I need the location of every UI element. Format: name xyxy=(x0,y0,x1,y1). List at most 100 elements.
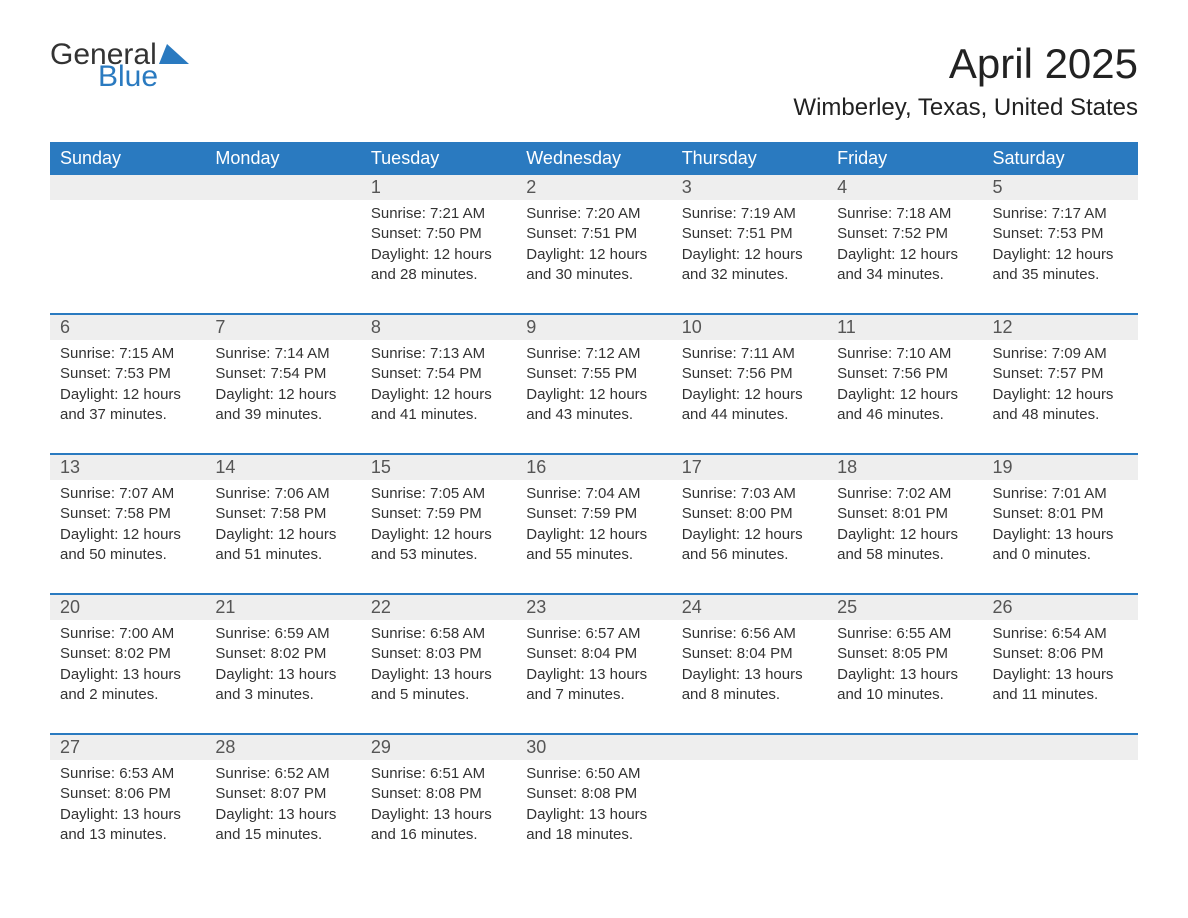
sunrise-label: Sunrise: xyxy=(526,625,585,642)
sunset-label: Sunset: xyxy=(837,645,892,662)
sunrise-value: 7:19 AM xyxy=(741,205,796,222)
sunrise-line: Sunrise: 7:12 AM xyxy=(526,344,661,364)
day-data-cell: Sunrise: 6:58 AMSunset: 8:03 PMDaylight:… xyxy=(361,620,516,733)
location-subtitle: Wimberley, Texas, United States xyxy=(793,94,1138,122)
sunrise-value: 7:04 AM xyxy=(585,485,640,502)
daylight-label: Daylight: xyxy=(371,386,434,403)
day-data-cell xyxy=(983,760,1138,873)
sunset-value: 8:02 PM xyxy=(115,645,171,662)
day-data-cell xyxy=(827,760,982,873)
day-header: Saturday xyxy=(983,142,1138,175)
sunset-value: 8:08 PM xyxy=(426,785,482,802)
sunrise-label: Sunrise: xyxy=(60,345,119,362)
day-number-row: 13141516171819 xyxy=(50,455,1138,480)
sunset-label: Sunset: xyxy=(526,505,581,522)
sunrise-label: Sunrise: xyxy=(215,345,274,362)
sunrise-value: 7:15 AM xyxy=(119,345,174,362)
logo: General Blue xyxy=(50,40,189,92)
sunset-line: Sunset: 7:53 PM xyxy=(60,364,195,384)
day-data-cell: Sunrise: 6:55 AMSunset: 8:05 PMDaylight:… xyxy=(827,620,982,733)
daylight-label: Daylight: xyxy=(837,246,900,263)
sunset-label: Sunset: xyxy=(60,645,115,662)
sunrise-line: Sunrise: 7:17 AM xyxy=(993,204,1128,224)
sunset-line: Sunset: 8:07 PM xyxy=(215,784,350,804)
day-number-cell: 14 xyxy=(205,455,360,480)
sunrise-label: Sunrise: xyxy=(526,345,585,362)
sunrise-label: Sunrise: xyxy=(215,485,274,502)
sunset-line: Sunset: 8:05 PM xyxy=(837,644,972,664)
sunrise-value: 7:20 AM xyxy=(585,205,640,222)
sunrise-value: 7:10 AM xyxy=(896,345,951,362)
sunset-label: Sunset: xyxy=(371,225,426,242)
day-data-cell: Sunrise: 6:56 AMSunset: 8:04 PMDaylight:… xyxy=(672,620,827,733)
sunset-line: Sunset: 7:54 PM xyxy=(371,364,506,384)
sunset-value: 8:01 PM xyxy=(1048,505,1104,522)
daylight-label: Daylight: xyxy=(526,386,589,403)
sunset-label: Sunset: xyxy=(60,785,115,802)
sunrise-label: Sunrise: xyxy=(837,345,896,362)
sunset-label: Sunset: xyxy=(682,505,737,522)
sunset-label: Sunset: xyxy=(526,785,581,802)
daylight-line: Daylight: 13 hours and 15 minutes. xyxy=(215,805,350,846)
day-data-cell: Sunrise: 7:03 AMSunset: 8:00 PMDaylight:… xyxy=(672,480,827,593)
day-data-cell: Sunrise: 6:53 AMSunset: 8:06 PMDaylight:… xyxy=(50,760,205,873)
sunrise-label: Sunrise: xyxy=(837,485,896,502)
day-data-cell: Sunrise: 7:01 AMSunset: 8:01 PMDaylight:… xyxy=(983,480,1138,593)
sunrise-line: Sunrise: 6:59 AM xyxy=(215,624,350,644)
sunrise-line: Sunrise: 6:51 AM xyxy=(371,764,506,784)
day-data-cell: Sunrise: 7:04 AMSunset: 7:59 PMDaylight:… xyxy=(516,480,671,593)
sunrise-line: Sunrise: 7:13 AM xyxy=(371,344,506,364)
sunset-label: Sunset: xyxy=(215,785,270,802)
day-number-cell xyxy=(827,735,982,760)
day-number-cell: 24 xyxy=(672,595,827,620)
sunrise-line: Sunrise: 7:05 AM xyxy=(371,484,506,504)
day-data-cell: Sunrise: 7:05 AMSunset: 7:59 PMDaylight:… xyxy=(361,480,516,593)
sunset-label: Sunset: xyxy=(60,365,115,382)
sunset-line: Sunset: 7:56 PM xyxy=(682,364,817,384)
sunset-label: Sunset: xyxy=(993,505,1048,522)
daylight-line: Daylight: 13 hours and 10 minutes. xyxy=(837,665,972,706)
sunset-value: 8:07 PM xyxy=(270,785,326,802)
sunset-value: 8:02 PM xyxy=(270,645,326,662)
daylight-line: Daylight: 13 hours and 13 minutes. xyxy=(60,805,195,846)
sunset-label: Sunset: xyxy=(526,225,581,242)
daylight-label: Daylight: xyxy=(215,386,278,403)
sunset-line: Sunset: 7:57 PM xyxy=(993,364,1128,384)
day-number-cell: 26 xyxy=(983,595,1138,620)
day-header: Friday xyxy=(827,142,982,175)
daylight-label: Daylight: xyxy=(526,246,589,263)
sunset-label: Sunset: xyxy=(993,225,1048,242)
sunset-line: Sunset: 8:00 PM xyxy=(682,504,817,524)
sunrise-value: 7:09 AM xyxy=(1052,345,1107,362)
daylight-label: Daylight: xyxy=(682,526,745,543)
daylight-line: Daylight: 12 hours and 35 minutes. xyxy=(993,245,1128,286)
day-number-cell xyxy=(672,735,827,760)
sunrise-line: Sunrise: 6:55 AM xyxy=(837,624,972,644)
daylight-line: Daylight: 12 hours and 53 minutes. xyxy=(371,525,506,566)
sunset-label: Sunset: xyxy=(371,505,426,522)
sunset-label: Sunset: xyxy=(526,645,581,662)
day-header: Wednesday xyxy=(516,142,671,175)
daylight-label: Daylight: xyxy=(215,806,278,823)
sunrise-line: Sunrise: 7:09 AM xyxy=(993,344,1128,364)
day-number-cell: 20 xyxy=(50,595,205,620)
sunset-value: 8:01 PM xyxy=(892,505,948,522)
daylight-label: Daylight: xyxy=(60,386,123,403)
sunset-label: Sunset: xyxy=(215,505,270,522)
daylight-label: Daylight: xyxy=(993,526,1056,543)
day-number-cell: 29 xyxy=(361,735,516,760)
sunrise-label: Sunrise: xyxy=(215,765,274,782)
sunset-value: 8:05 PM xyxy=(892,645,948,662)
day-number-row: 27282930 xyxy=(50,735,1138,760)
sunset-label: Sunset: xyxy=(682,365,737,382)
sunrise-label: Sunrise: xyxy=(526,765,585,782)
daylight-line: Daylight: 13 hours and 8 minutes. xyxy=(682,665,817,706)
sunset-value: 7:53 PM xyxy=(1048,225,1104,242)
sunrise-line: Sunrise: 7:04 AM xyxy=(526,484,661,504)
day-number-cell: 23 xyxy=(516,595,671,620)
sunset-value: 7:55 PM xyxy=(581,365,637,382)
sunset-value: 8:04 PM xyxy=(737,645,793,662)
sunset-label: Sunset: xyxy=(215,365,270,382)
daylight-line: Daylight: 13 hours and 5 minutes. xyxy=(371,665,506,706)
day-data-cell: Sunrise: 6:54 AMSunset: 8:06 PMDaylight:… xyxy=(983,620,1138,733)
